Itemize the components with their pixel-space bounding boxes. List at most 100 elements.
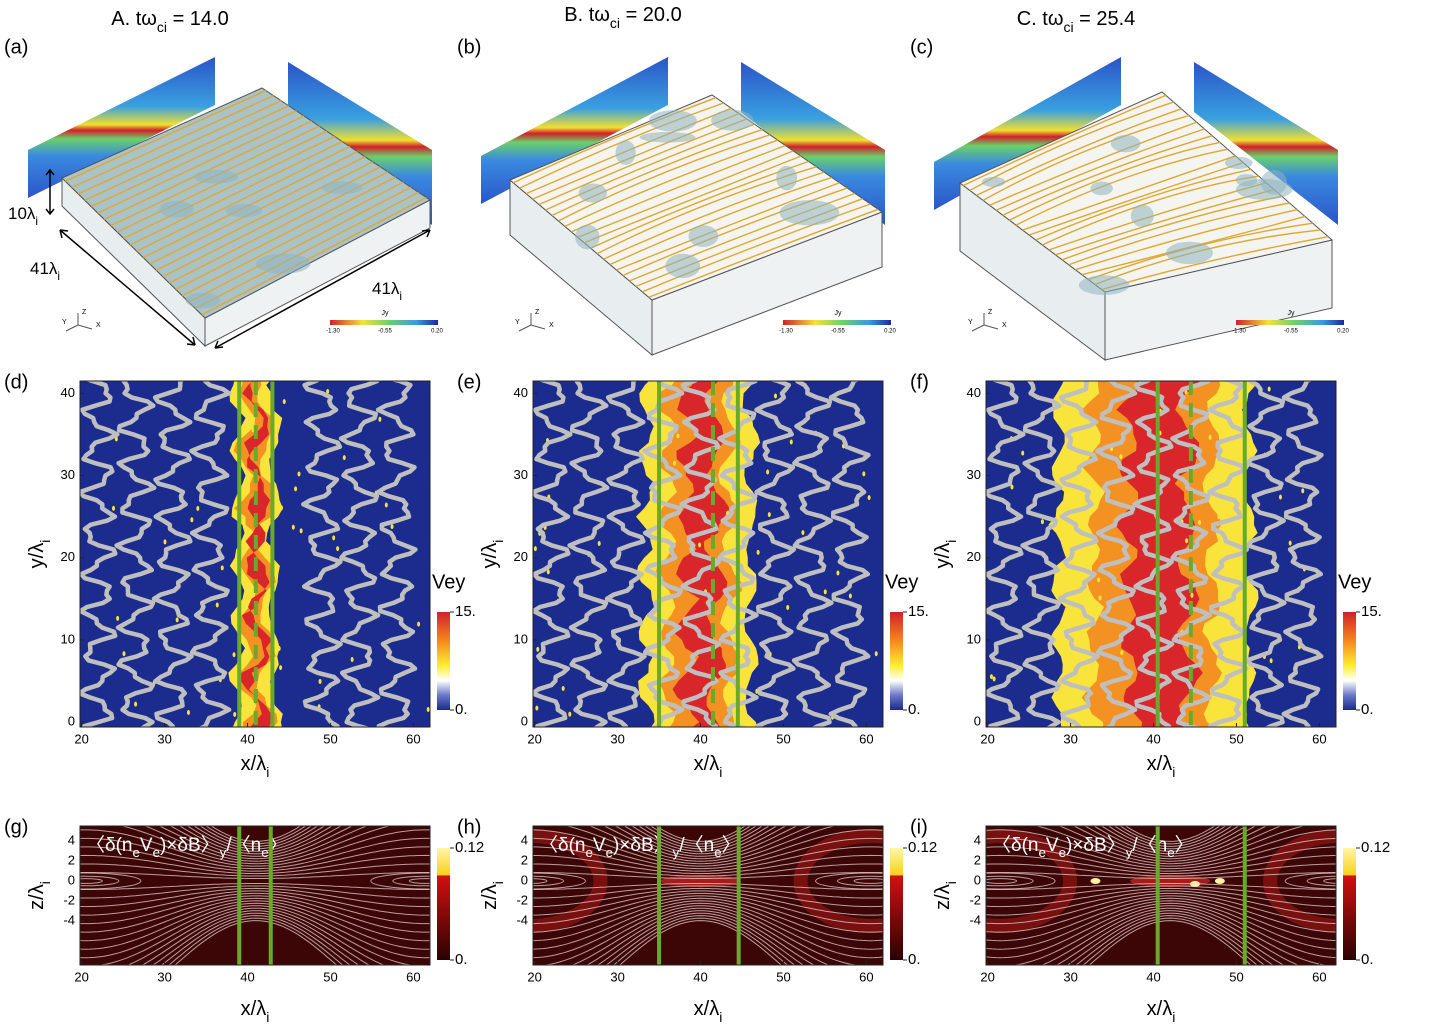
speck bbox=[1250, 443, 1253, 448]
subscript: i bbox=[266, 1009, 269, 1025]
speck bbox=[343, 455, 346, 460]
colorbar-tick-label: 0. bbox=[1361, 701, 1374, 718]
y-tick-label: 30 bbox=[967, 467, 981, 482]
axes-icon bbox=[519, 313, 545, 331]
current-structure bbox=[711, 110, 754, 131]
y-axis-label: y/λi bbox=[932, 540, 958, 569]
speck bbox=[112, 506, 115, 511]
speck bbox=[417, 622, 420, 627]
current-structure bbox=[186, 293, 221, 309]
label-text: = 25.4 bbox=[1074, 8, 1136, 30]
subscript: i bbox=[1172, 1009, 1175, 1025]
label-text: x/λ bbox=[1147, 753, 1173, 775]
colorbar bbox=[890, 612, 903, 710]
jy-colorbar-label: Jy bbox=[382, 310, 390, 317]
jy-colorbar-tick: -0.55 bbox=[831, 329, 845, 335]
speck bbox=[163, 539, 166, 544]
plot-area bbox=[985, 377, 1336, 730]
subscript: i bbox=[266, 764, 269, 780]
label-text: x/λ bbox=[241, 998, 267, 1020]
axis-letter: Y bbox=[515, 319, 520, 326]
colorbar-tick-label: 0.12 bbox=[1361, 839, 1390, 856]
speck bbox=[233, 652, 236, 657]
x-tick-label: 20 bbox=[980, 969, 994, 984]
y-tick-label: 20 bbox=[61, 549, 75, 564]
speck bbox=[1301, 488, 1304, 493]
current-structure bbox=[1236, 174, 1257, 186]
speck bbox=[246, 593, 249, 598]
speck bbox=[990, 674, 993, 679]
speck bbox=[385, 503, 388, 508]
label-text: 〈δ(n bbox=[992, 834, 1038, 856]
current-structure bbox=[256, 254, 311, 274]
label-text: V bbox=[593, 835, 606, 856]
speck bbox=[280, 505, 283, 510]
colorbar-tick-label: 0.12 bbox=[908, 839, 937, 856]
axis-letter: Z bbox=[535, 309, 540, 316]
speck bbox=[875, 651, 878, 656]
panel-label: (c) bbox=[910, 36, 933, 58]
label-text: 41λ bbox=[372, 279, 400, 298]
x-axis-label: x/λi bbox=[241, 998, 270, 1024]
column-title: A. tωci = 14.0 bbox=[111, 8, 228, 34]
subscript: i bbox=[37, 881, 53, 884]
hot-spot bbox=[1215, 878, 1225, 884]
speck bbox=[216, 603, 219, 608]
y-tick-label: 0 bbox=[974, 714, 981, 729]
speck bbox=[663, 710, 666, 715]
x-tick-label: 60 bbox=[406, 969, 420, 984]
x-axis-label: x/λi bbox=[694, 753, 723, 779]
speck bbox=[116, 616, 119, 621]
speck bbox=[673, 461, 676, 466]
jy-colorbar-label: Jy bbox=[1288, 310, 1296, 317]
y-tick-label: 40 bbox=[967, 385, 981, 400]
jy-colorbar-tick: 0.20 bbox=[431, 329, 443, 335]
current-structure bbox=[1111, 135, 1141, 152]
speck bbox=[824, 589, 827, 594]
axis-letter: X bbox=[549, 322, 554, 329]
speck bbox=[849, 593, 852, 598]
speck bbox=[1208, 714, 1211, 719]
x-tick-label: 30 bbox=[1063, 969, 1077, 984]
y-tick-label: 4 bbox=[521, 832, 528, 847]
y-tick-label: 10 bbox=[967, 631, 981, 646]
speck bbox=[836, 571, 839, 576]
label-text: = 14.0 bbox=[167, 8, 229, 30]
speck bbox=[134, 702, 137, 707]
subscript: i bbox=[35, 214, 38, 228]
speck bbox=[568, 712, 571, 717]
axes-icon bbox=[66, 313, 92, 331]
colorbar-tick-label: 15. bbox=[908, 603, 929, 620]
axis-letter: Y bbox=[968, 319, 973, 326]
speck bbox=[993, 676, 996, 681]
label-text: z/λ bbox=[932, 884, 954, 910]
current-structure bbox=[1166, 242, 1213, 264]
x-tick-label: 50 bbox=[323, 731, 337, 746]
speck bbox=[1190, 593, 1193, 598]
subscript: i bbox=[399, 289, 402, 303]
hot-spot bbox=[1090, 878, 1100, 884]
speck bbox=[536, 647, 539, 652]
y-axis-label: y/λi bbox=[479, 540, 505, 569]
current-structure bbox=[780, 200, 840, 225]
label-text: y/λ bbox=[932, 543, 954, 569]
current-structure bbox=[665, 254, 700, 278]
current-structure bbox=[322, 182, 363, 195]
panel-label: (e) bbox=[457, 371, 481, 393]
y-tick-label: 30 bbox=[514, 467, 528, 482]
y-axis-label: z/λi bbox=[479, 881, 505, 910]
x-tick-label: 30 bbox=[1063, 731, 1077, 746]
label-text: V bbox=[1046, 835, 1059, 856]
colorbar-tick-label: 0. bbox=[1361, 951, 1374, 968]
colorbar bbox=[890, 848, 903, 960]
current-structure bbox=[776, 166, 797, 190]
label-text: V bbox=[140, 835, 153, 856]
subscript: e bbox=[714, 845, 721, 860]
x-tick-label: 60 bbox=[1312, 731, 1326, 746]
speck bbox=[535, 706, 538, 711]
speck bbox=[698, 543, 701, 548]
subscript: i bbox=[943, 881, 959, 884]
speck bbox=[786, 605, 789, 610]
speck bbox=[294, 486, 297, 491]
speck bbox=[801, 530, 804, 535]
